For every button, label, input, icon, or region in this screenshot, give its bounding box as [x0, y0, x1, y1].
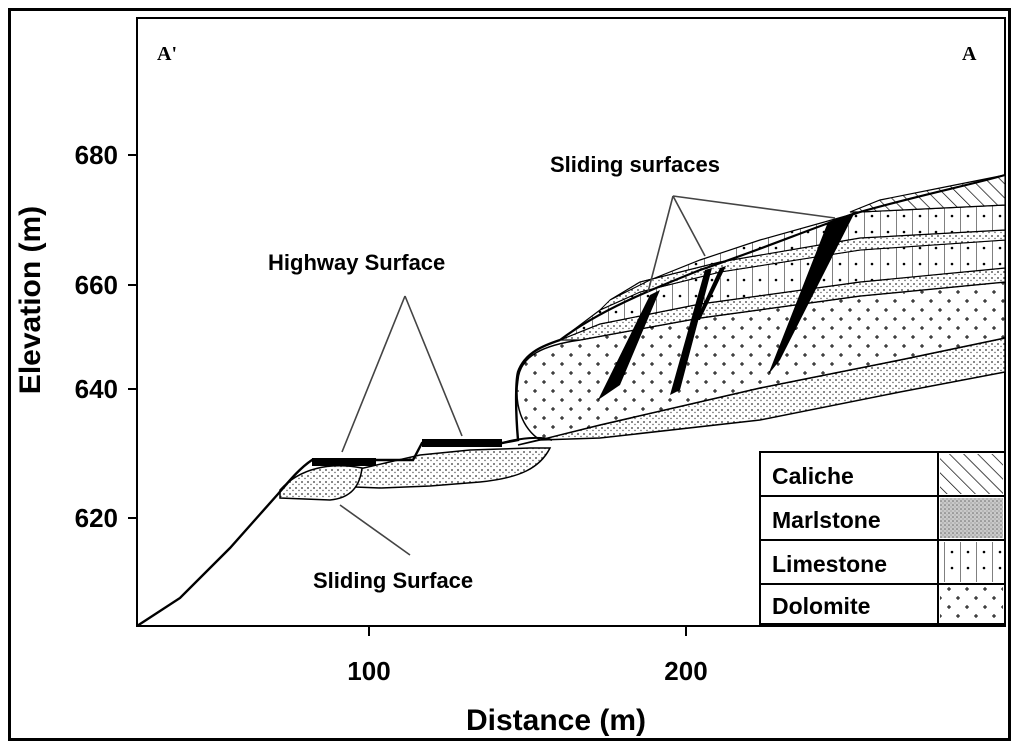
- legend-swatch-limestone: [940, 542, 1003, 582]
- annotation-highway-surface: Highway Surface: [268, 250, 445, 275]
- legend-label-marlstone: Marlstone: [772, 507, 881, 533]
- section-label-right: A: [962, 43, 977, 65]
- legend-swatch-marlstone: [940, 498, 1003, 538]
- y-tick-label: 680: [75, 140, 118, 170]
- legend-label-limestone: Limestone: [772, 551, 887, 577]
- legend-label-caliche: Caliche: [772, 463, 854, 489]
- x-tick-label: 200: [664, 656, 707, 686]
- y-tick-label: 660: [75, 270, 118, 300]
- sliding-wedge-3: [696, 266, 726, 320]
- legend-swatch-dolomite: [940, 586, 1003, 622]
- leader-lines: [339, 195, 836, 556]
- highway-slab-1: [312, 458, 376, 466]
- annotation-sliding-surfaces: Sliding surfaces: [550, 152, 720, 177]
- x-axis-title: Distance (m): [466, 704, 646, 737]
- y-tick-label: 620: [75, 503, 118, 533]
- sliding-wedge-2: [670, 268, 712, 395]
- slope-layers: [136, 173, 1006, 628]
- ground-surface-upper: [559, 173, 1006, 341]
- slide-mass-middle: [354, 447, 552, 489]
- legend: Caliche Marlstone Limestone Dolomite: [759, 451, 1006, 625]
- y-axis-title: Elevation (m): [14, 206, 47, 394]
- x-ticks: [368, 626, 687, 636]
- y-tick-label: 640: [75, 374, 118, 404]
- annotation-sliding-surface: Sliding Surface: [313, 568, 473, 593]
- y-ticks: [128, 154, 137, 519]
- sliding-wedge-1: [598, 290, 660, 400]
- x-tick-label: 100: [347, 656, 390, 686]
- section-label-left: A': [157, 43, 177, 65]
- slide-mass-lower: [279, 465, 363, 501]
- legend-label-dolomite: Dolomite: [772, 593, 870, 619]
- profile-segment: [501, 436, 553, 444]
- sliding-wedge-4: [768, 212, 855, 375]
- dolomite-layer: [516, 281, 1006, 441]
- legend-swatch-caliche: [940, 454, 1003, 494]
